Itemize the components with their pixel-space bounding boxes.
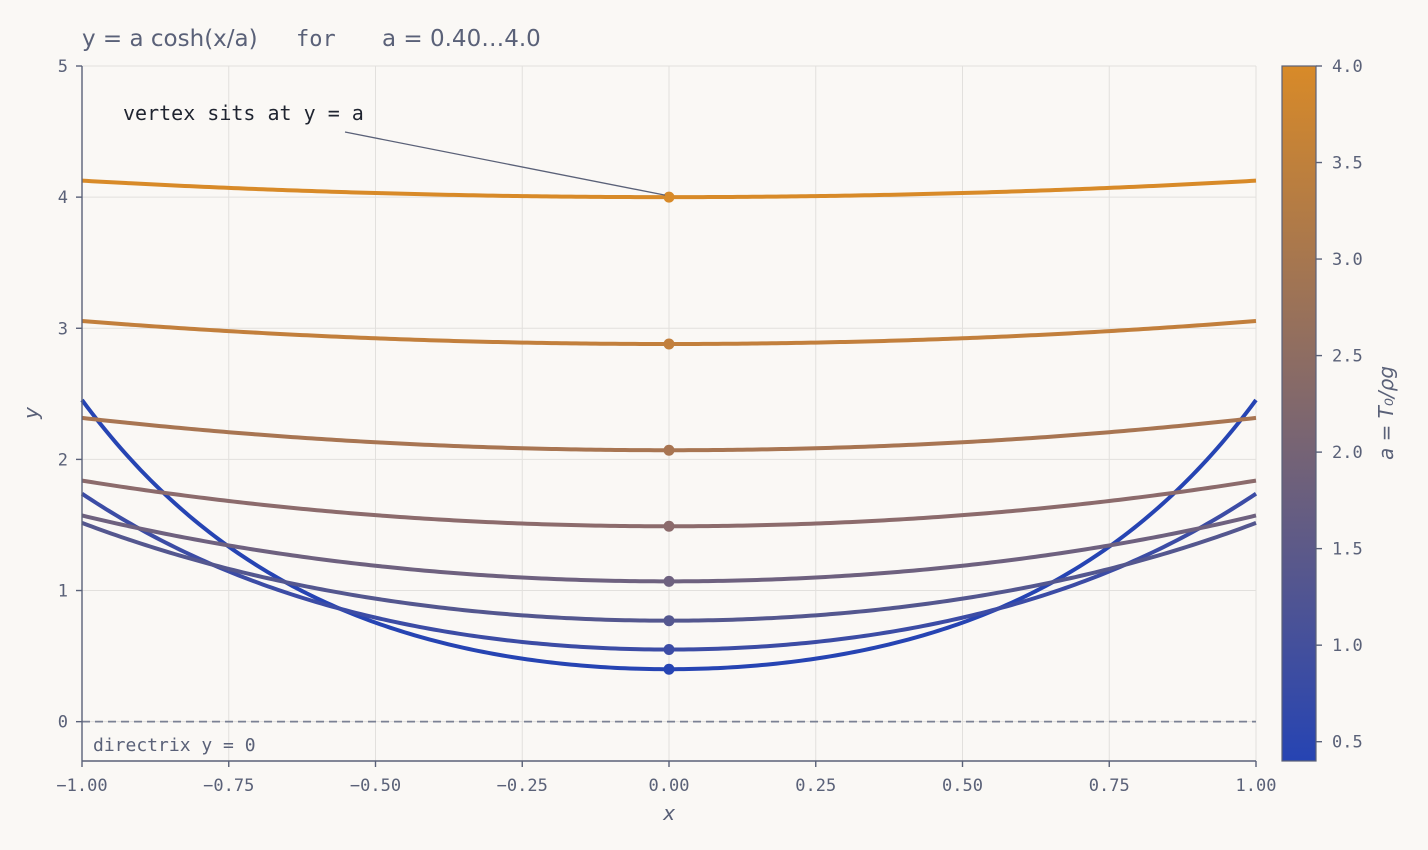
x-tick-label: −1.00 [56,776,107,796]
grid-lines [81,65,1257,761]
vertex-point [663,191,675,203]
vertex-point [663,520,675,532]
vertex-point [663,644,675,656]
vertex-point [663,444,675,456]
chart-title: y = a cosh(x/a) for a = 0.40…4.0 [82,26,541,52]
vertex-annotation: vertex sits at y = a [123,101,666,196]
y-tick-label: 1 [58,582,68,602]
y-tick-label: 3 [58,319,68,339]
y-tick-label: 5 [58,57,68,77]
colorbar-tick-label: 2.5 [1332,347,1363,367]
series-curves [80,178,1258,723]
x-tick-label: −0.75 [203,776,254,796]
x-tick-label: 0.50 [942,776,983,796]
y-tick-label: 4 [58,188,68,208]
x-tick-label: 0.75 [1089,776,1130,796]
directrix-label: directrix y = 0 [93,735,256,756]
title-range: a = 0.40…4.0 [382,26,541,52]
colorbar: 0.5 1.0 1.5 2.0 2.5 3.0 3.5 4.0 a = T₀/ρg [1281,57,1398,762]
x-axis-title: x [662,801,675,825]
colorbar-label: a = T₀/ρg [1374,366,1398,460]
vertex-point [663,338,675,350]
colorbar-tick-label: 4.0 [1332,57,1363,77]
y-tick-label: 2 [58,450,68,470]
title-for-word: for [296,27,336,52]
x-tick-label: 0.25 [795,776,836,796]
colorbar-tick-label: 1.0 [1332,636,1363,656]
title-formula: y = a cosh(x/a) [82,26,258,52]
x-tick-label: 0.00 [649,776,690,796]
x-axis-ticks: −1.00 −0.75 −0.50 −0.25 0.00 0.25 0.50 0.75 1.00 [56,761,1276,796]
colorbar-tick-label: 1.5 [1332,540,1363,560]
colorbar-tick-label: 2.0 [1332,443,1363,463]
colorbar-tick-label: 0.5 [1332,733,1363,753]
vertex-point [663,663,675,675]
x-tick-label: −0.50 [350,776,401,796]
y-axis-ticks: 0 1 2 3 4 5 [58,57,82,733]
vertex-point [663,615,675,627]
x-tick-label: 1.00 [1236,776,1277,796]
colorbar-tick-label: 3.5 [1332,154,1363,174]
y-axis-title: y [19,406,43,420]
colorbar-tick-label: 3.0 [1332,250,1363,270]
annotation-text: vertex sits at y = a [123,101,364,125]
vertex-point [663,575,675,587]
colorbar-ticks: 0.5 1.0 1.5 2.0 2.5 3.0 3.5 4.0 [1316,57,1363,753]
x-tick-label: −0.25 [497,776,548,796]
y-tick-label: 0 [58,713,68,733]
annotation-leader-line [344,131,666,196]
colorbar-gradient [1281,65,1317,762]
